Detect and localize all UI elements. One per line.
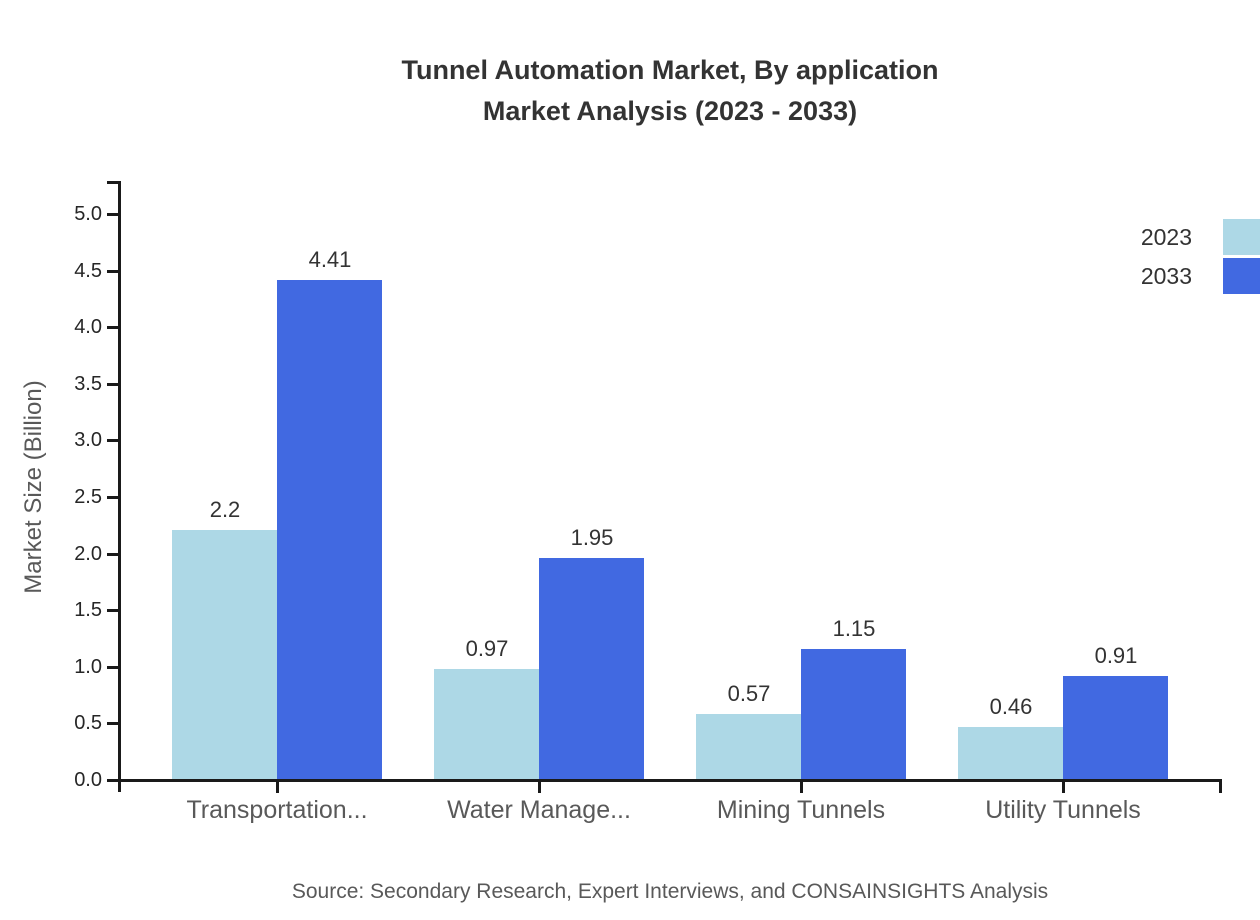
bar-value-label: 2.2: [209, 497, 241, 522]
bar-value-label: 4.41: [308, 247, 352, 272]
y-axis-tick-label: 4.0: [74, 316, 102, 338]
x-category-label: Utility Tunnels: [985, 796, 1141, 824]
y-axis-tick-label: 4.5: [74, 260, 102, 282]
chart-title-line2: Market Analysis (2023 - 2033): [482, 96, 858, 126]
bar-value-label: 0.57: [727, 681, 771, 706]
y-axis-tick: [107, 439, 118, 442]
chart-title-line1: Tunnel Automation Market, By application: [401, 55, 939, 85]
legend-color-swatch: [1223, 219, 1260, 255]
y-axis-top-cap: [107, 181, 121, 184]
y-axis-tick: [107, 383, 118, 386]
x-axis-end-cap: [1219, 779, 1222, 793]
legend-item-label: 2033: [1140, 263, 1192, 289]
legend-item-label: 2023: [1140, 224, 1192, 250]
bar-value-label: 0.46: [989, 694, 1033, 719]
y-axis-tick: [107, 270, 118, 273]
x-axis-tick: [538, 782, 541, 793]
y-axis-tick: [107, 496, 118, 499]
x-axis-spine: [107, 779, 1222, 782]
bar-2023-3: [696, 714, 801, 779]
bar-2023-4: [958, 727, 1063, 779]
x-axis-tick: [800, 782, 803, 793]
x-axis-tick: [1062, 782, 1065, 793]
bar-2033-2: [539, 558, 644, 779]
bar-value-label: 1.15: [832, 616, 876, 641]
bar-2023-1: [172, 530, 277, 779]
source-attribution: Source: Secondary Research, Expert Inter…: [291, 880, 1049, 903]
bar-value-label: 1.95: [570, 525, 614, 550]
y-axis-tick-label: 2.0: [74, 543, 102, 565]
y-axis-spine: [118, 181, 121, 792]
bar-2033-1: [277, 280, 382, 779]
x-category-label: Water Manage...: [447, 796, 631, 824]
y-axis-tick-label: 0.0: [74, 769, 102, 791]
y-axis-tick: [107, 779, 118, 782]
x-axis-tick: [276, 782, 279, 793]
bar-2023-2: [434, 669, 539, 779]
y-axis-tick: [107, 553, 118, 556]
x-category-label: Mining Tunnels: [716, 796, 886, 824]
bar-value-label: 0.97: [465, 636, 509, 661]
y-axis-tick: [107, 666, 118, 669]
y-axis-tick-label: 2.5: [74, 486, 102, 508]
y-axis-tick-label: 3.5: [74, 373, 102, 395]
legend-color-swatch: [1223, 258, 1260, 294]
y-axis-tick-label: 3.0: [74, 429, 102, 451]
bar-2033-3: [801, 649, 906, 779]
bar-2033-4: [1063, 676, 1168, 779]
y-axis-tick-label: 0.5: [74, 712, 102, 734]
y-axis-tick: [107, 213, 118, 216]
y-axis-tick-label: 5.0: [74, 203, 102, 225]
y-axis-tick: [107, 609, 118, 612]
y-axis-tick-label: 1.0: [74, 656, 102, 678]
x-category-label: Transportation...: [186, 796, 368, 824]
bar-value-label: 0.91: [1094, 643, 1138, 668]
y-axis-tick: [107, 722, 118, 725]
y-axis-tick: [107, 326, 118, 329]
y-axis-tick-label: 1.5: [74, 599, 102, 621]
chart-title: Tunnel Automation Market, By application…: [90, 50, 1250, 132]
